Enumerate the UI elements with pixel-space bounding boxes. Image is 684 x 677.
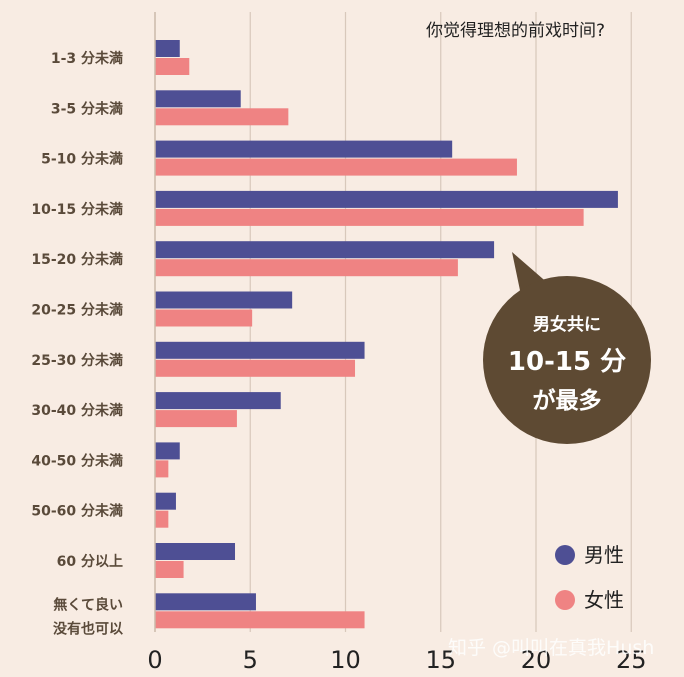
bar-female-11 [155,611,365,629]
bar-male-3 [155,190,618,208]
bubble-circle [483,276,651,444]
category-label-7: 30-40 分未満 [31,402,123,419]
annotation-bubble: 男女共に 10-15 分 が最多 [483,252,651,444]
category-label-11: 無くて良い [53,596,123,613]
legend: 男性 女性 [555,543,624,612]
x-tick-0: 0 [147,646,162,674]
bar-female-9 [155,510,169,528]
category-label-9: 50-60 分未満 [31,503,123,520]
legend-label-male: 男性 [584,543,624,567]
bar-male-0 [155,40,180,57]
bar-female-4 [155,259,458,277]
watermark: 知乎 @叫叫在真我Hush [448,637,654,659]
chart-title: 你觉得理想的前戏时间? [426,21,605,41]
category-sublabel: 没有也可以 [53,620,123,637]
bar-female-2 [155,158,517,176]
x-tick-5: 25 [616,646,647,674]
category-label-2: 5-10 分未満 [41,151,123,168]
category-label-5: 20-25 分未満 [31,302,123,319]
legend-dot-male [555,545,575,565]
category-label-1: 3-5 分未満 [51,100,123,117]
category-label-6: 25-30 分未満 [31,352,123,369]
bars [155,40,618,629]
bar-male-9 [155,492,176,510]
category-label-8: 40-50 分未満 [31,452,123,469]
bar-male-8 [155,442,180,460]
bar-male-11 [155,593,256,611]
x-tick-2: 10 [330,646,361,674]
bar-male-7 [155,392,281,410]
bar-male-1 [155,90,241,108]
bubble-line-1: 男女共に [533,314,601,335]
x-tick-labels: 0 5 10 15 20 25 [147,646,646,674]
bar-male-4 [155,241,495,259]
category-label-3: 10-15 分未満 [31,201,123,218]
bubble-line-3: が最多 [533,387,602,414]
category-label-0: 1-3 分未満 [51,50,123,67]
bar-female-1 [155,108,289,126]
x-tick-1: 5 [243,646,258,674]
bar-female-6 [155,359,356,377]
bar-male-2 [155,140,453,158]
category-labels: 1-3 分未満 3-5 分未満 5-10 分未満 10-15 分未満 15-20 分未満… [31,50,123,637]
bar-male-5 [155,291,293,309]
legend-dot-female [555,590,575,610]
bar-female-5 [155,309,253,327]
bar-male-10 [155,543,236,560]
bubble-line-2: 10-15 分 [508,347,626,377]
bar-female-0 [155,58,190,75]
bar-female-10 [155,561,184,578]
x-tick-4: 20 [521,646,552,674]
bar-female-3 [155,208,584,226]
bar-female-7 [155,410,237,428]
legend-label-female: 女性 [584,588,624,612]
x-tick-3: 15 [425,646,456,674]
category-label-4: 15-20 分未満 [31,251,123,268]
bar-male-6 [155,341,365,359]
category-label-10: 60 分以上 [57,554,123,570]
bar-female-8 [155,460,169,478]
